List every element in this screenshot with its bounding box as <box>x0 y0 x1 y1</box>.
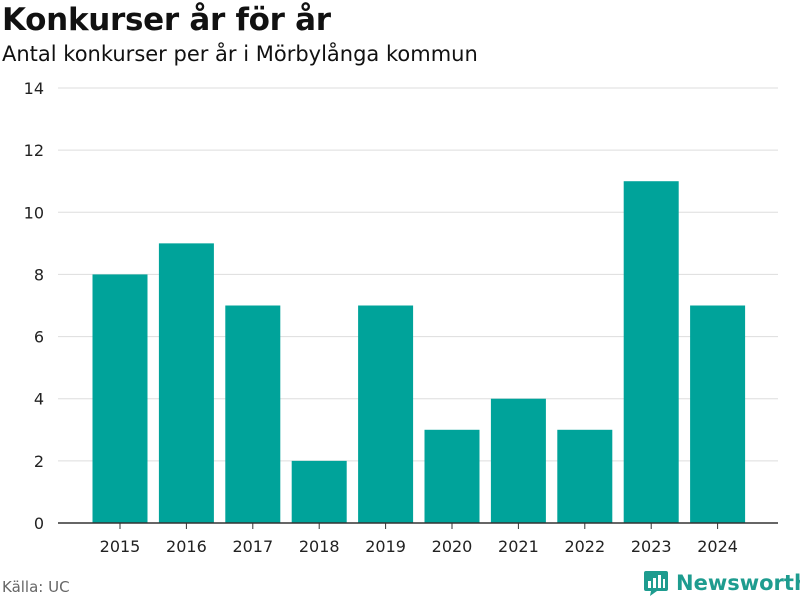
brand-name: Newsworthy <box>676 571 800 595</box>
x-tick-label: 2015 <box>100 537 141 556</box>
chart-subtitle: Antal konkurser per år i Mörbylånga komm… <box>2 42 478 66</box>
source-note: Källa: UC <box>2 578 70 596</box>
y-tick-label: 8 <box>34 265 44 284</box>
brand-link[interactable]: Newsworthy <box>643 569 800 597</box>
x-tick-label: 2022 <box>564 537 605 556</box>
y-tick-label: 4 <box>34 390 44 409</box>
x-tick-label: 2019 <box>365 537 406 556</box>
y-tick-label: 10 <box>24 203 44 222</box>
newsworthy-logo-icon <box>644 571 668 596</box>
bars <box>92 181 746 524</box>
y-tick-label: 14 <box>24 79 44 98</box>
chart-title: Konkurser år för år <box>2 2 331 38</box>
x-tick-label: 2016 <box>166 537 207 556</box>
x-tick-marks <box>119 523 719 529</box>
x-tick-label: 2024 <box>697 537 738 556</box>
x-tick-label: 2021 <box>498 537 539 556</box>
x-tick-label: 2017 <box>232 537 273 556</box>
bar-2015[interactable] <box>92 274 148 523</box>
bar-2023[interactable] <box>623 181 679 523</box>
y-tick-label: 6 <box>34 328 44 347</box>
bar-2017[interactable] <box>225 305 281 524</box>
bar-2024[interactable] <box>690 305 746 524</box>
y-tick-label: 12 <box>24 141 44 160</box>
bar-2019[interactable] <box>358 305 414 524</box>
y-tick-label: 2 <box>34 452 44 471</box>
y-tick-labels: 0 2 4 6 8 10 12 14 <box>24 79 44 533</box>
bar-2016[interactable] <box>158 243 214 523</box>
x-tick-label: 2023 <box>631 537 672 556</box>
x-tick-labels: 2015 2016 2017 2018 2019 2020 2021 2022 2023 2024 <box>100 537 738 556</box>
y-tick-label: 0 <box>34 514 44 533</box>
bar-2018[interactable] <box>291 460 347 523</box>
bar-2022[interactable] <box>557 429 613 523</box>
x-tick-label: 2020 <box>432 537 473 556</box>
bar-2020[interactable] <box>424 429 480 523</box>
x-tick-label: 2018 <box>299 537 340 556</box>
bar-2021[interactable] <box>490 398 546 523</box>
